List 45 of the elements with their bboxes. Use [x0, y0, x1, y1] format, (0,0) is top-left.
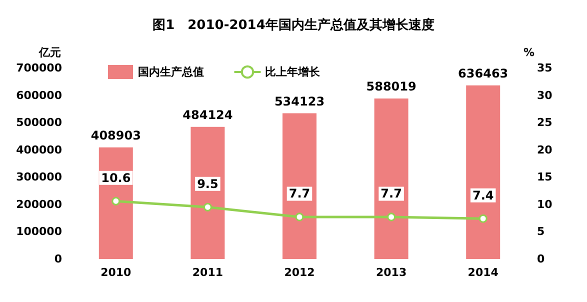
legend-label: 国内生产总值 — [138, 66, 204, 78]
data-label: 7.7 — [288, 186, 310, 201]
data-label: 9.5 — [197, 176, 218, 191]
y2-axis-title: % — [523, 46, 535, 59]
y2-tick-label: 25 — [537, 116, 552, 130]
x-tick-label: 2013 — [376, 266, 407, 279]
data-label: 408903 — [90, 128, 141, 142]
bar — [374, 98, 408, 259]
point — [295, 212, 304, 222]
y2-tick-label: 35 — [537, 62, 552, 74]
legend-label: 比上年增长 — [265, 66, 321, 78]
data-label: 484124 — [182, 108, 233, 122]
point — [112, 196, 120, 206]
bar — [282, 113, 316, 259]
y-tick-label: 600000 — [16, 88, 62, 102]
x-tick-label: 2012 — [284, 266, 315, 279]
y-tick-label: 700000 — [16, 62, 62, 74]
data-label: 7.4 — [472, 188, 494, 202]
y-tick-label: 500000 — [16, 116, 62, 130]
data-label: 7.7 — [380, 186, 402, 201]
y-tick-label: 100000 — [16, 225, 62, 238]
data-label: 10.6 — [101, 170, 131, 185]
point — [387, 212, 396, 222]
y-tick-label: 200000 — [16, 198, 62, 211]
x-tick-label: 2011 — [192, 266, 224, 279]
y2-tick-label: 15 — [537, 170, 552, 184]
y2-tick-label: 10 — [537, 198, 553, 211]
y-tick-label: 400000 — [16, 143, 62, 156]
data-label: 588019 — [366, 80, 416, 94]
y2-tick-label: 30 — [537, 88, 553, 102]
data-label: 636463 — [458, 66, 508, 80]
point — [203, 202, 212, 212]
point — [478, 214, 488, 223]
y-tick-label: 0 — [54, 252, 62, 266]
y2-tick-label: 5 — [537, 225, 545, 238]
y2-tick-label: 20 — [537, 143, 553, 156]
y-axis-title: 亿元 — [38, 46, 61, 59]
x-tick-label: 2014 — [468, 266, 499, 279]
y-tick-label: 300000 — [16, 170, 62, 184]
x-tick-label: 2010 — [100, 266, 132, 279]
bar — [466, 85, 500, 259]
bar — [190, 126, 225, 259]
data-label: 534123 — [274, 94, 325, 108]
y2-tick-label: 0 — [537, 252, 545, 266]
chart-title: 图1 2010-2014年国内生产总值及其增长速度 — [152, 17, 434, 33]
